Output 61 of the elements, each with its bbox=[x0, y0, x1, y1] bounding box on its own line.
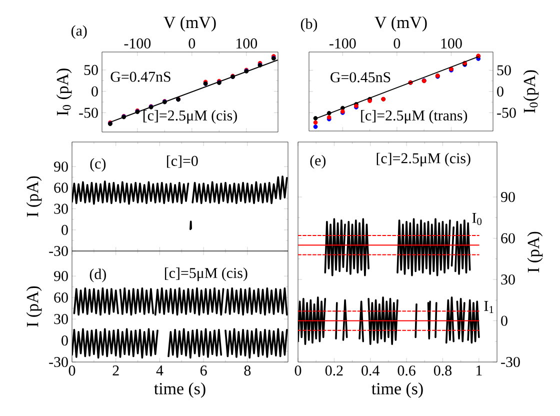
x-tick-label: 6 bbox=[200, 366, 207, 376]
y-tick-label: 60 bbox=[54, 182, 68, 193]
x-tick-label: 0 bbox=[394, 38, 400, 48]
annotation: (c) bbox=[90, 158, 106, 172]
y-axis-title: I (pA) bbox=[26, 286, 42, 327]
annotation: [c]=2.5μM (cis) bbox=[143, 110, 237, 124]
x-tick-label: 8 bbox=[244, 366, 251, 376]
x-tick-label: 0.6 bbox=[398, 366, 416, 376]
x-tick-label: 0.8 bbox=[434, 366, 452, 376]
x-tick-label: 0 bbox=[188, 38, 196, 48]
y-tick-label: 30 bbox=[54, 204, 68, 214]
annotation: [c]=5μM (cis) bbox=[164, 268, 248, 282]
y-tick-label: -30 bbox=[49, 356, 68, 368]
x-axis-title: V (mV) bbox=[164, 16, 216, 32]
y-tick-label: 90 bbox=[54, 271, 68, 282]
y-tick-label: 90 bbox=[54, 162, 68, 172]
y-tick-label: -30 bbox=[49, 246, 68, 256]
x-tick-label: 0 bbox=[294, 366, 302, 376]
y-tick-label: 60 bbox=[501, 233, 515, 244]
y-tick-label: 0 bbox=[62, 224, 68, 235]
y-tick-label: -50 bbox=[79, 108, 98, 118]
annotation: [c]=0 bbox=[167, 155, 198, 168]
annotation: [c]=2.5μM (cis) bbox=[376, 152, 470, 166]
annotation: G=0.45nS bbox=[330, 72, 390, 82]
x-tick-label: 0.4 bbox=[362, 366, 380, 376]
annotation: (d) bbox=[90, 268, 106, 282]
x-tick-label: 4 bbox=[156, 366, 164, 376]
y-tick-label: 0 bbox=[62, 335, 68, 346]
text: (b) bbox=[300, 18, 318, 32]
text: (a) bbox=[71, 25, 87, 39]
x-tick-label: -100 bbox=[330, 38, 356, 48]
y-tick-label: -30 bbox=[501, 356, 520, 368]
y-tick-label: -50 bbox=[497, 108, 516, 118]
y-tick-label: 0 bbox=[497, 86, 504, 97]
annotation: I$_{0}$ bbox=[472, 212, 482, 226]
x-tick-label: 2 bbox=[112, 366, 119, 376]
y-tick-label: 30 bbox=[501, 274, 515, 285]
annotation: [c]=2.5μM (trans) bbox=[361, 110, 468, 124]
y-tick-label: 30 bbox=[54, 314, 68, 324]
y-tick-label: 0 bbox=[92, 86, 98, 96]
annotation: (e) bbox=[310, 155, 326, 169]
y-axis-title: I (pA) bbox=[527, 232, 543, 272]
y-tick-label: 60 bbox=[54, 292, 68, 303]
y-tick-label: 50 bbox=[84, 64, 98, 75]
y-tick-label: 0 bbox=[501, 316, 508, 326]
y-tick-label: 90 bbox=[501, 192, 515, 202]
annotation: I$_{1}$ bbox=[484, 301, 494, 313]
x-tick-label: 100 bbox=[441, 38, 462, 48]
x-axis-title: time (s) bbox=[372, 382, 423, 398]
x-tick-label: 100 bbox=[236, 38, 258, 48]
x-tick-label: -100 bbox=[124, 38, 151, 48]
x-axis-title: V (mV) bbox=[374, 16, 427, 32]
x-tick-label: 1 bbox=[476, 366, 482, 376]
y-tick-label: 50 bbox=[497, 65, 511, 76]
y-axis-title: I$_{0}$(pA) bbox=[523, 70, 539, 113]
y-axis-title: I (pA) bbox=[26, 176, 42, 217]
x-tick-label: 0 bbox=[68, 366, 76, 376]
x-axis-title: time (s) bbox=[154, 382, 206, 398]
y-axis-title: I$_{0}$ (pA) bbox=[56, 68, 72, 116]
x-tick-label: 0.2 bbox=[325, 366, 343, 376]
annotation: G=0.47nS bbox=[110, 72, 170, 82]
